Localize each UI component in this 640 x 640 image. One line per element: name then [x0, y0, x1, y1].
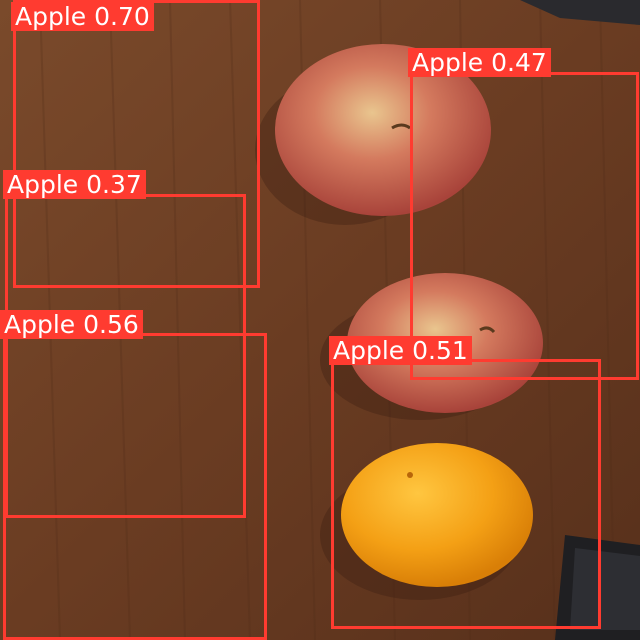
- detection-label: Apple 0.47: [408, 48, 551, 77]
- detection-label: Apple 0.51: [329, 336, 472, 365]
- detection-box: [13, 0, 260, 288]
- detection-label: Apple 0.70: [11, 2, 154, 31]
- apple-top: [275, 44, 491, 216]
- orange: [341, 443, 533, 587]
- detection-box: [410, 72, 639, 380]
- detection-label: Apple 0.56: [0, 310, 143, 339]
- detection-box: [3, 333, 267, 640]
- detection-label: Apple 0.37: [3, 170, 146, 199]
- detection-box: [331, 359, 601, 629]
